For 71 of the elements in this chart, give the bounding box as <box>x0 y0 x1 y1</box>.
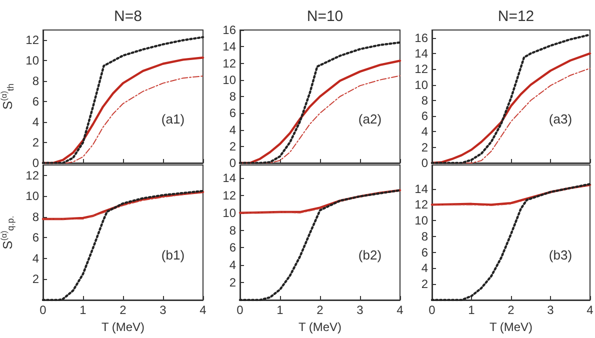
y-tick-label: 8 <box>32 210 40 224</box>
x-tick-label: 4 <box>586 303 594 317</box>
y-tick-label: 10 <box>414 214 428 228</box>
y-tick-label: 6 <box>421 109 428 124</box>
x-tick-label: 3 <box>356 303 364 317</box>
y-tick-label: 0 <box>421 156 428 170</box>
y-tick-label: 16 <box>414 30 428 45</box>
y-tick-label: 10 <box>26 54 40 68</box>
y-tick-label: 10 <box>222 206 236 220</box>
y-tick-label: 8 <box>229 223 236 238</box>
chart-title: N=10 <box>306 8 344 25</box>
y-axis-title: S(α)q.p. <box>0 216 16 250</box>
y-tick-label: 2 <box>229 139 236 154</box>
chart-title: N=12 <box>498 8 534 25</box>
y-tick-label: 4 <box>421 261 428 276</box>
x-axis-title: T (MeV) <box>298 320 342 334</box>
y-tick-label: 12 <box>222 188 236 202</box>
y-tick-label: 6 <box>32 94 40 109</box>
y-tick-label: 2 <box>421 277 428 292</box>
y-tick-label: 2 <box>32 136 40 150</box>
y-tick-label: 16 <box>222 23 236 37</box>
y-tick-label: 4 <box>229 122 236 137</box>
y-tick-label: 4 <box>32 251 40 266</box>
y-tick-label: 0 <box>32 156 40 170</box>
y-tick-label: 10 <box>414 78 428 92</box>
x-tick-label: 1 <box>276 303 284 317</box>
y-tick-label: 2 <box>421 140 428 154</box>
x-tick-label: 3 <box>547 303 554 317</box>
y-axis-title: S(α)th <box>0 83 16 110</box>
y-tick-label: 8 <box>32 74 40 88</box>
y-tick-label: 2 <box>32 272 40 286</box>
y-tick-label: 6 <box>32 230 40 245</box>
y-tick-label: 12 <box>26 33 40 48</box>
x-tick-label: 1 <box>468 303 476 317</box>
y-tick-label: 4 <box>32 115 40 130</box>
y-tick-label: 0 <box>229 156 236 170</box>
x-tick-label: 3 <box>160 303 167 317</box>
annotation: (b2) <box>358 248 382 263</box>
y-tick-label: 10 <box>222 72 236 87</box>
x-axis-title: T (MeV) <box>101 320 145 334</box>
x-tick-label: 4 <box>396 303 404 317</box>
y-tick-label: 4 <box>229 258 236 272</box>
x-tick-label: 2 <box>508 303 515 317</box>
y-tick-label: 14 <box>414 46 428 60</box>
chart-title: N=8 <box>114 8 142 25</box>
y-tick-label: 8 <box>421 229 428 244</box>
y-tick-label: 12 <box>414 198 428 212</box>
y-tick-label: 14 <box>222 40 236 54</box>
y-tick-label: 8 <box>229 90 236 104</box>
x-tick-label: 2 <box>120 303 127 317</box>
x-axis-title: T (MeV) <box>489 320 533 334</box>
annotation: (a1) <box>161 111 185 126</box>
x-tick-label: 4 <box>200 303 207 317</box>
y-tick-label: 2 <box>229 276 236 290</box>
y-tick-label: 4 <box>421 124 428 139</box>
annotation: (a3) <box>548 111 572 126</box>
y-tick-label: 8 <box>421 93 428 108</box>
annotation: (b1) <box>161 248 185 263</box>
y-tick-label: 6 <box>229 106 236 120</box>
y-tick-label: 6 <box>229 240 236 255</box>
y-tick-label: 12 <box>222 56 236 70</box>
y-tick-label: 14 <box>414 182 428 196</box>
annotation: (a2) <box>358 111 382 126</box>
y-tick-label: 12 <box>26 168 40 182</box>
x-tick-label: 2 <box>316 303 324 317</box>
y-tick-label: 10 <box>26 189 40 204</box>
x-tick-label: 1 <box>80 303 87 317</box>
y-tick-label: 6 <box>421 245 428 260</box>
y-tick-label: 14 <box>222 171 236 186</box>
annotation: (b3) <box>548 248 572 263</box>
y-tick-label: 12 <box>414 62 428 76</box>
